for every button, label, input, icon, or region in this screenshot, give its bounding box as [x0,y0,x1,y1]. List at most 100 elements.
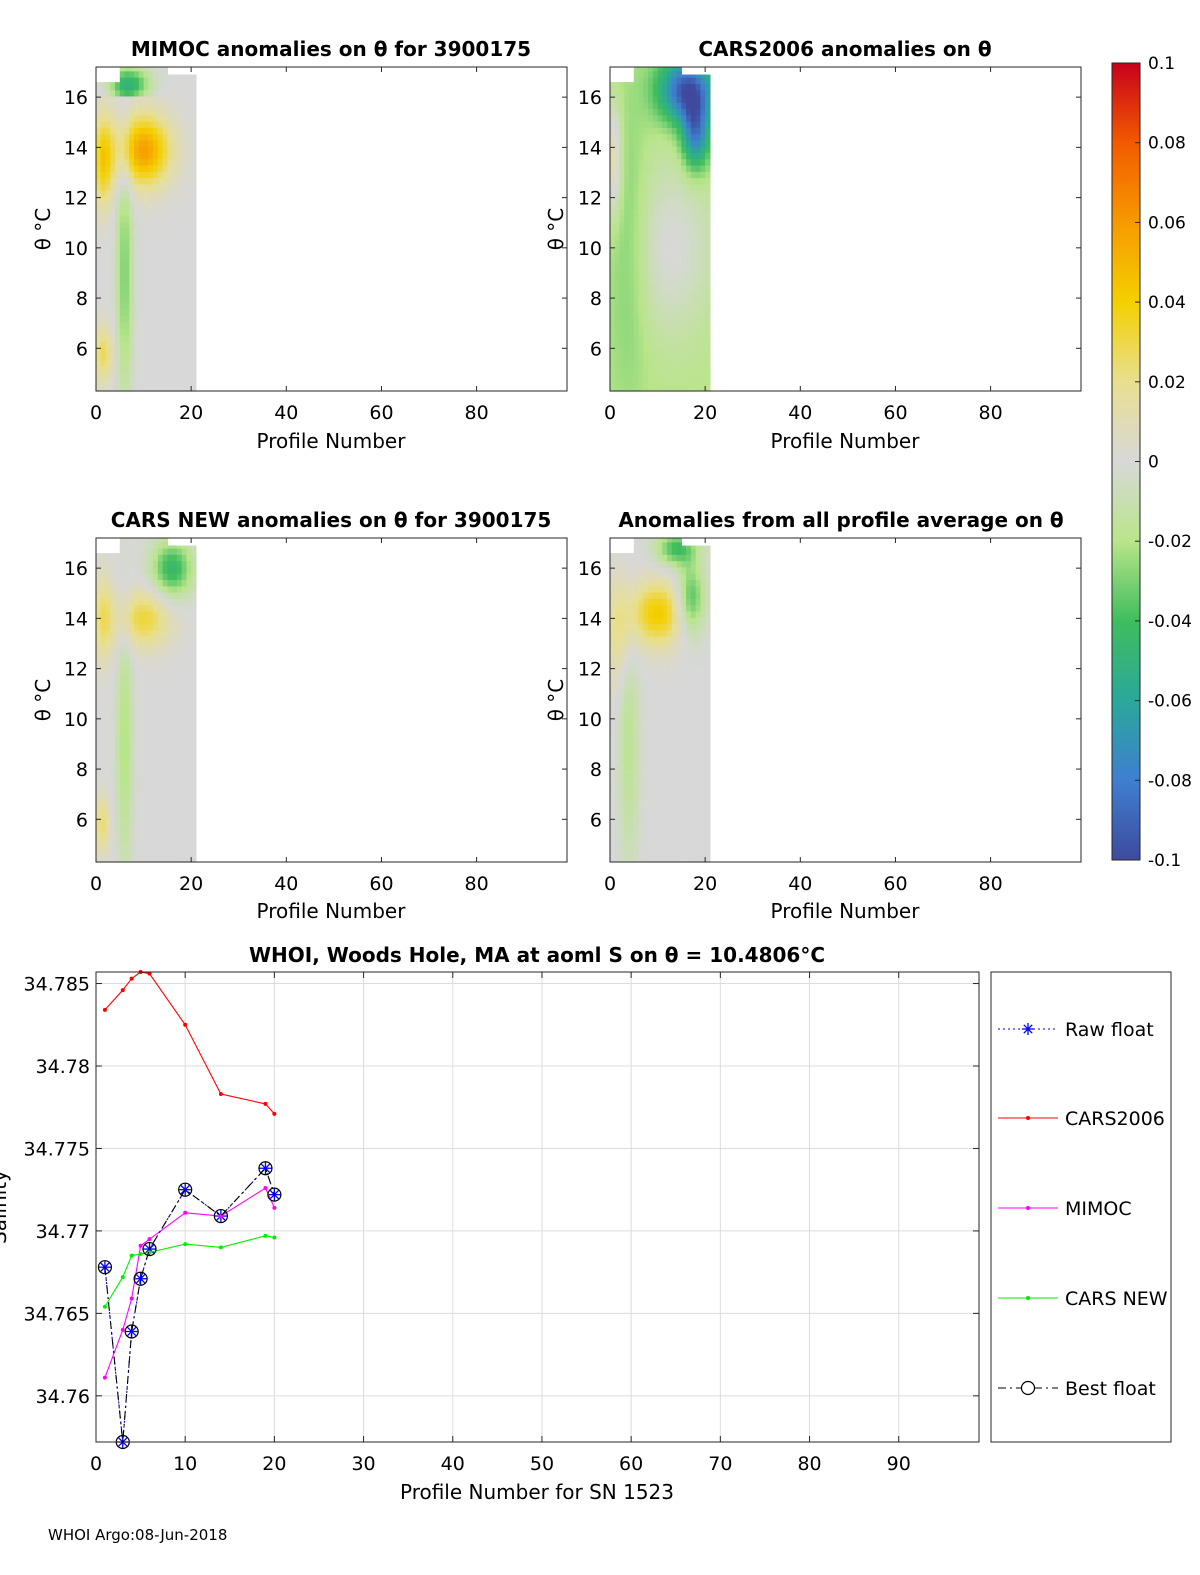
heatmap-cell [619,560,625,568]
heatmap-cell [610,240,616,248]
heatmap-cell [96,259,102,267]
heatmap-cell [176,598,183,606]
heatmap-cell [700,108,706,116]
heatmap-cell [162,67,168,72]
heatmap-cell [167,566,173,574]
heatmap-cell [695,89,701,97]
heatmap-cell [153,548,159,555]
heatmap-cell [667,604,673,612]
heatmap-cell [624,171,630,179]
heatmap-cell [686,108,692,116]
heatmap-cell [695,824,701,832]
heatmap-cell [176,164,183,172]
heatmap-cell [162,598,168,606]
heatmap-cell [167,77,173,84]
heatmap-cell [619,265,625,273]
heatmap-cell [652,190,659,197]
heatmap-cell [667,359,673,367]
heatmap-cell [624,648,630,656]
heatmap-cell [676,372,682,380]
heatmap-cell [186,190,192,197]
heatmap-cell [633,667,640,675]
heatmap-cell [624,705,630,712]
heatmap-cell [629,227,635,235]
heatmap-cell [610,83,616,91]
heatmap-cell [610,202,616,210]
heatmap-cell [148,309,154,317]
heatmap-cell [105,82,111,84]
y-tick-label: 12 [64,659,88,681]
heatmap-cell [662,698,668,706]
heatmap-cell [662,384,668,392]
heatmap-cell [157,190,164,197]
heatmap-cell [134,152,140,160]
heatmap-cell [129,673,135,681]
heatmap-cell [681,171,687,179]
heatmap-cell [191,347,197,354]
heatmap-cell [705,560,711,568]
heatmap-cell [686,246,692,254]
heatmap-cell [705,89,711,97]
heatmap-cell [153,146,159,153]
heatmap-cell [610,108,616,116]
heatmap-cell [191,579,197,587]
heatmap-cell [652,234,659,241]
heatmap-cell [129,234,135,241]
heatmap-cell [638,83,644,91]
heatmap-cell [157,799,164,807]
heatmap-cell [186,623,192,631]
heatmap-cell [614,303,621,310]
y-tick-label: 34.785 [24,974,90,996]
heatmap-cell [638,855,644,863]
heatmap-cell [172,121,178,128]
heatmap-cell [100,717,107,725]
heatmap-cell [648,234,654,241]
heatmap-cell [643,742,649,750]
heatmap-cell [191,133,197,141]
heatmap-cell [700,365,706,373]
heatmap-cell [633,353,640,361]
heatmap-cell [129,742,135,750]
heatmap-cell [176,830,183,838]
heatmap-cell [657,811,663,819]
heatmap-cell [191,139,197,147]
heatmap-cell [652,717,659,725]
heatmap-cell [652,315,659,323]
heatmap-cell [96,127,102,135]
heatmap-cell [681,799,687,807]
heatmap-cell [186,705,192,712]
heatmap-cell [624,340,630,348]
heatmap-cell [705,767,711,775]
heatmap-cell [643,202,649,210]
heatmap-cell [700,592,706,599]
heatmap-cell [134,315,140,323]
heatmap-cell [157,221,164,229]
heatmap-cell [643,799,649,807]
heatmap-cell [652,102,659,110]
heatmap-cell [115,692,121,700]
heatmap-cell [191,736,197,744]
heatmap-cell [629,774,635,781]
heatmap-cell [676,635,682,643]
heatmap-cell [705,736,711,744]
heatmap-cell [652,648,659,656]
heatmap-cell [176,303,183,310]
heatmap-cell [614,635,621,643]
heatmap-cell [695,202,701,210]
heatmap-cell [700,566,706,574]
heatmap-cell [191,227,197,235]
heatmap-cell [138,774,145,781]
heatmap-cell [629,635,635,643]
heatmap-cell [191,290,197,298]
heatmap-cell [124,234,130,241]
heatmap-cell [648,171,654,179]
heatmap-cell [157,265,164,273]
heatmap-cell [614,259,621,267]
heatmap-cell [638,303,644,310]
heatmap-cell [167,384,173,392]
heatmap-cell [110,560,116,568]
heatmap-cell [129,328,135,336]
heatmap-cell [162,736,168,744]
heatmap-cell [115,328,121,336]
heatmap-cell [624,384,630,392]
